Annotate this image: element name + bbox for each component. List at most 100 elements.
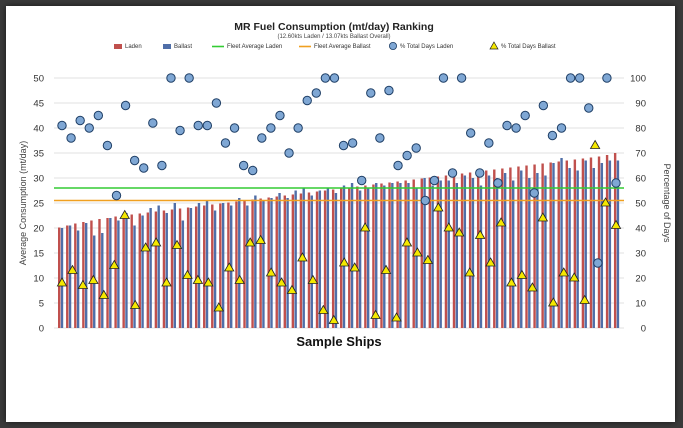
bar-laden (485, 170, 488, 328)
point-days-laden (375, 133, 385, 143)
point-days-laden (593, 258, 603, 268)
point-days-ballast (453, 227, 465, 237)
point-days-ballast (443, 222, 455, 232)
point-days-ballast (464, 267, 475, 277)
point-days-ballast (600, 197, 611, 207)
point-days-ballast (328, 314, 340, 324)
bar-ballast (270, 198, 273, 328)
point-days-ballast (506, 277, 517, 287)
bar-laden (356, 186, 359, 328)
point-days-ballast (297, 252, 308, 262)
bar-ballast (616, 160, 620, 328)
point-days-laden (211, 98, 222, 108)
bar-ballast (479, 185, 483, 328)
point-days-ballast (171, 239, 183, 249)
point-days-laden (229, 123, 240, 133)
point-days-ballast (412, 247, 423, 257)
point-days-ballast (129, 299, 141, 309)
bar-laden (452, 174, 456, 328)
bar-ballast (246, 205, 249, 328)
point-days-laden (493, 178, 503, 188)
bar-ballast (503, 173, 507, 328)
bar-ballast (576, 170, 579, 328)
bar-ballast (286, 198, 289, 328)
y2-tick-label: 40 (635, 224, 646, 235)
bar-ballast (608, 160, 612, 328)
bar-ballast (197, 203, 201, 328)
point-days-laden (93, 110, 104, 121)
y2-tick-label: 0 (641, 324, 646, 335)
bar-ballast (318, 190, 322, 328)
point-days-laden (275, 110, 285, 121)
bar-laden (541, 163, 544, 328)
bar-laden (388, 182, 391, 328)
bar-ballast (350, 183, 354, 328)
y-tick-label: 10 (33, 274, 44, 285)
point-days-laden (547, 130, 558, 141)
y2-tick-label: 80 (635, 124, 646, 135)
point-days-laden (202, 120, 213, 131)
bar-ballast (568, 168, 571, 328)
legend-ballast-swatch (163, 44, 171, 49)
point-days-laden (284, 148, 294, 158)
bar-laden (565, 160, 568, 328)
bar-ballast (536, 173, 539, 328)
point-days-laden (157, 160, 167, 171)
point-days-laden (402, 150, 412, 161)
point-days-ballast (98, 289, 110, 299)
bar-ballast (495, 178, 499, 328)
bar-ballast (366, 188, 370, 328)
bar-ballast (600, 163, 604, 328)
bar-ballast (68, 225, 72, 328)
point-days-laden (257, 133, 267, 143)
bar-ballast (149, 208, 152, 328)
y2-tick-label: 20 (635, 274, 646, 285)
point-days-laden (266, 123, 276, 133)
y-tick-label: 40 (33, 124, 44, 135)
bar-ballast (342, 185, 346, 328)
point-days-ballast (88, 274, 99, 284)
bar-laden (219, 203, 222, 328)
bar-laden (74, 223, 77, 328)
point-days-ballast (276, 277, 287, 287)
point-days-ballast (474, 229, 486, 239)
bar-laden (251, 199, 254, 328)
point-days-laden (193, 120, 203, 131)
y-tick-label: 15 (33, 249, 44, 260)
bar-laden (243, 200, 246, 328)
point-days-ballast (370, 309, 381, 319)
bar-laden (235, 201, 238, 328)
point-days-laden (393, 160, 403, 171)
point-days-ballast (527, 282, 538, 292)
bar-laden (501, 168, 504, 328)
point-days-laden (111, 190, 122, 201)
bar-laden (106, 218, 109, 328)
point-days-laden (84, 123, 94, 133)
y-tick-label: 25 (33, 199, 44, 210)
legend-laden-label: Laden (125, 44, 142, 50)
point-days-laden (556, 123, 567, 133)
bar-laden (581, 158, 585, 328)
point-days-laden (357, 175, 367, 186)
point-days-ballast (401, 237, 413, 247)
bar-ballast (552, 163, 555, 328)
point-days-laden (420, 195, 430, 206)
bar-laden (364, 185, 367, 328)
point-days-ballast (338, 257, 350, 267)
bar-ballast (181, 220, 185, 328)
bar-ballast (84, 223, 88, 328)
y2-tick-label: 50 (635, 199, 646, 210)
bar-laden (509, 167, 512, 328)
bar-ballast (310, 195, 313, 328)
bar-ballast (334, 193, 338, 328)
bar-ballast (592, 168, 595, 328)
point-days-ballast (537, 212, 549, 222)
bar-laden (340, 188, 343, 328)
bar-ballast (358, 190, 362, 328)
point-days-ballast (391, 312, 402, 322)
bar-ballast (471, 178, 475, 328)
x-axis-label: Sample Ships (296, 334, 381, 349)
bar-laden (58, 227, 61, 328)
point-days-ballast (119, 209, 131, 219)
bar-ballast (415, 188, 418, 328)
